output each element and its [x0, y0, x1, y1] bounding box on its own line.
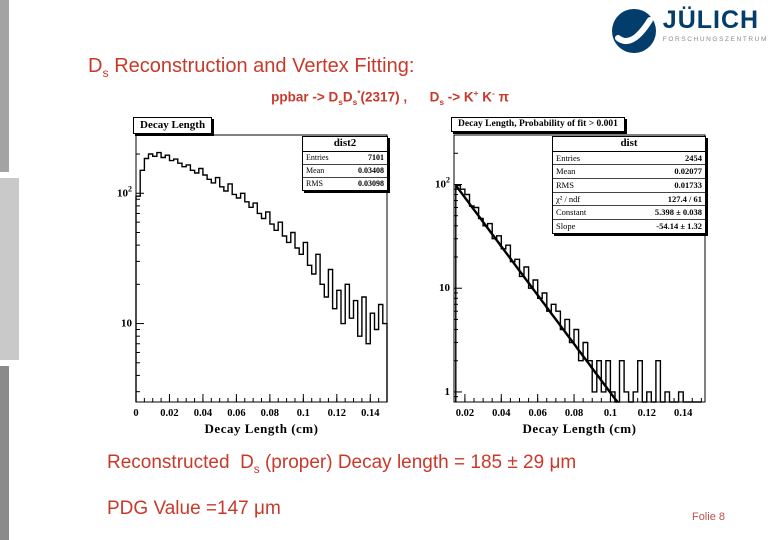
stats-row: χ² / ndf 127.4 / 61: [553, 191, 705, 206]
stats-label: Slope: [556, 220, 576, 231]
slide-title: Ds Reconstruction and Vertex Fitting:: [88, 55, 414, 80]
stats-label: RMS: [306, 178, 323, 188]
y-tick-label: 10: [439, 282, 451, 294]
stats-value: 2454: [685, 152, 702, 163]
stats-label: RMS: [556, 180, 574, 190]
x-tick-label: 0.1: [604, 408, 617, 419]
y-tick-label: 10: [121, 318, 133, 330]
text-segment: π: [494, 89, 509, 105]
stats-value: 0.01733: [674, 180, 702, 190]
y-tick-label: 102: [117, 184, 132, 199]
text-segment: -: [492, 88, 495, 98]
stats-row: Mean 0.02077: [553, 164, 705, 178]
x-tick-label: 0.08: [261, 408, 279, 419]
x-tick-label: 0.1: [297, 408, 310, 419]
fit-line: [454, 184, 619, 403]
x-tick-label: 0: [133, 408, 138, 419]
plot-canvas: 0 0.02 0.04 0.06 0.08 0.1 0.12 0.14 10 102 Decay L…: [117, 134, 388, 436]
text-segment: D: [342, 89, 353, 105]
pdg-value-text: PDG Value =147 μm: [107, 498, 281, 519]
stats-box-title: dist: [553, 137, 705, 152]
text-segment: s: [439, 97, 444, 108]
stats-label: Constant: [556, 207, 587, 218]
x-tick-label: 0.02: [456, 408, 474, 419]
text-segment: *: [357, 88, 361, 98]
stats-value: 0.03098: [358, 178, 384, 188]
y-tick-label: 102: [435, 175, 450, 190]
x-axis-title: Decay Length (cm): [205, 421, 319, 436]
text-segment: s: [352, 97, 358, 108]
y-tick-label: 1: [445, 386, 451, 398]
stats-value: 7101: [368, 152, 384, 162]
x-axis-title: Decay Length (cm): [523, 421, 637, 436]
stats-label: Mean: [306, 165, 325, 175]
sidebar-decoration-middle: [0, 178, 19, 360]
text-segment: s: [102, 66, 109, 80]
x-tick-label: 0.14: [674, 408, 693, 419]
reaction-subtitle: ppbar -> DsDs*(2317) , Ds -> K+ K- π: [150, 88, 630, 107]
text-segment: K: [478, 89, 493, 105]
chart-title: Decay Length, Probability of fit > 0.001: [451, 117, 625, 133]
text-segment: (proper) Decay length = 185 ± 29 μm: [259, 452, 577, 473]
stats-box: dist Entries 2454 Mean 0.02077 RMS 0.01733 χ² /…: [552, 136, 706, 234]
logo-text-block: JÜLICH FORSCHUNGSZENTRUM: [662, 6, 768, 44]
sidebar-decoration-top: [0, 0, 9, 172]
text-segment: Reconstruction and Vertex Fitting:: [108, 55, 415, 77]
logo-wordmark: JÜLICH: [662, 6, 760, 34]
text-segment: Reconstructed D: [107, 452, 254, 473]
histogram-line: [135, 151, 388, 402]
stats-row: Entries 7101: [303, 152, 387, 164]
stats-row: Slope -54.14 ± 1.32: [553, 218, 705, 233]
decay-length-fit-histogram: 0.02 0.04 0.06 0.08 0.1 0.12 0.14 1 10 102 Decay L…: [418, 114, 710, 448]
x-tick-label: 0.12: [638, 408, 656, 419]
text-segment: s: [338, 97, 343, 108]
x-tick-label: 0.02: [160, 408, 178, 419]
x-tick-label: 0.04: [194, 408, 213, 419]
stats-box-title: dist2: [303, 137, 387, 152]
chart-title: Decay Length: [133, 117, 213, 135]
stats-value: 5.398 ± 0.038: [654, 207, 702, 218]
stats-label: Mean: [556, 166, 576, 177]
x-tick-label: 0.08: [565, 408, 583, 419]
text-segment: D: [429, 89, 440, 105]
stats-row: Entries 2454: [553, 152, 705, 165]
decay-length-histogram: 0 0.02 0.04 0.06 0.08 0.1 0.12 0.14 10 102 Decay L…: [100, 114, 392, 448]
text-segment: ppbar -> D: [271, 89, 339, 105]
logo-subtext: FORSCHUNGSZENTRUM: [662, 36, 768, 43]
x-tick-label: 0.06: [528, 408, 546, 419]
stats-value: 0.02077: [674, 166, 702, 177]
plot-canvas: 0.02 0.04 0.06 0.08 0.1 0.12 0.14 1 10 102 Decay L…: [435, 134, 706, 436]
juelich-logo: JÜLICH FORSCHUNGSZENTRUM: [611, 8, 768, 54]
x-tick-label: 0.06: [227, 408, 245, 419]
stats-row: Constant 5.398 ± 0.038: [553, 205, 705, 219]
x-tick-label: 0.04: [492, 408, 511, 419]
text-segment: +: [473, 88, 479, 98]
text-segment: -> K: [443, 89, 474, 105]
stats-row: RMS 0.03098: [303, 176, 387, 190]
juelich-logo-icon: [611, 9, 656, 53]
text-segment: D: [88, 55, 103, 77]
stats-label: χ² / ndf: [556, 193, 581, 204]
x-tick-label: 0.12: [328, 408, 346, 419]
stats-value: -54.14 ± 1.32: [656, 220, 702, 231]
stats-label: Entries: [306, 152, 329, 162]
stats-box: dist2 Entries 7101 Mean 0.03408 RMS 0.03098: [302, 136, 388, 191]
slide-number: Folie 8: [691, 511, 725, 523]
result-text: Reconstructed Ds (proper) Decay length =…: [107, 452, 576, 476]
stats-value: 127.4 / 61: [667, 193, 702, 204]
text-segment: (2317) ,: [360, 89, 430, 105]
x-tick-label: 0.14: [361, 408, 380, 419]
stats-value: 0.03408: [358, 165, 384, 175]
stats-row: RMS 0.01733: [553, 178, 705, 192]
text-segment: s: [253, 462, 260, 476]
stats-row: Mean 0.03408: [303, 163, 387, 177]
sidebar-decoration-bottom: [0, 366, 9, 540]
stats-label: Entries: [556, 152, 581, 163]
